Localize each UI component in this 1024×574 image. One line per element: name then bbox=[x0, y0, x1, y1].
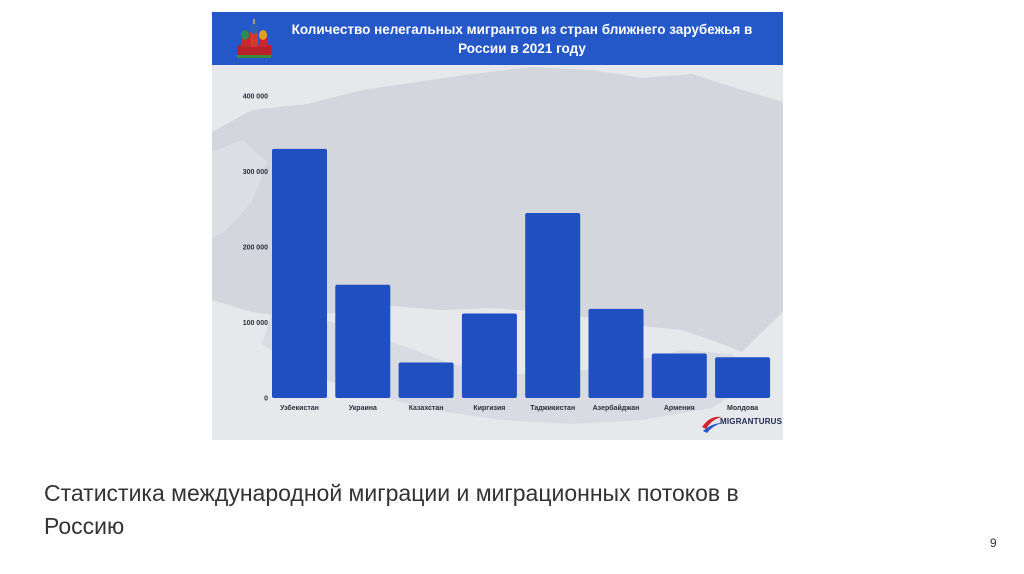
bar-2 bbox=[335, 284, 391, 398]
x-category-label: Азербайджан bbox=[593, 404, 640, 412]
slide-caption: Статистика международной миграции и мигр… bbox=[44, 480, 739, 539]
chart-title: Количество нелегальных мигрантов из стра… bbox=[291, 22, 753, 56]
slide-number: 9 bbox=[990, 536, 997, 550]
bar-4 bbox=[461, 313, 517, 398]
chart-header: Количество нелегальных мигрантов из стра… bbox=[212, 12, 783, 65]
y-tick-label: 0 bbox=[264, 396, 268, 403]
x-category-label: Узбекистан bbox=[280, 404, 319, 412]
bar-7 bbox=[651, 353, 707, 398]
x-category-label: Киргизия bbox=[473, 405, 505, 412]
kremlin-logo-icon bbox=[237, 19, 271, 58]
y-tick-label: 200 000 bbox=[243, 245, 268, 252]
y-tick-label: 300 000 bbox=[243, 169, 268, 176]
chart-plot: 0 100 000 200 000 300 000 400 000 Узбекистан У… bbox=[212, 67, 783, 424]
brand-logo: MIGRANTURUS bbox=[700, 409, 783, 437]
brand-name: MIGRANTURUS bbox=[720, 417, 783, 426]
bar-5 bbox=[525, 213, 581, 398]
x-category-label: Казахстан bbox=[409, 405, 444, 412]
brand-swoosh-icon bbox=[702, 416, 722, 433]
y-tick-label: 400 000 bbox=[243, 94, 268, 101]
bar-6 bbox=[588, 308, 644, 398]
bar-8 bbox=[715, 357, 771, 398]
x-category-label: Украина bbox=[349, 405, 377, 412]
y-tick-label: 100 000 bbox=[243, 320, 268, 327]
bar-3 bbox=[398, 362, 454, 398]
x-category-label: Армения bbox=[664, 405, 695, 412]
x-category-label: Молдова bbox=[727, 405, 758, 412]
chart-panel: 0 100 000 200 000 300 000 400 000 Узбекистан У… bbox=[212, 12, 783, 440]
bar-1 bbox=[272, 148, 327, 398]
x-category-label: Таджикистан bbox=[530, 405, 575, 412]
